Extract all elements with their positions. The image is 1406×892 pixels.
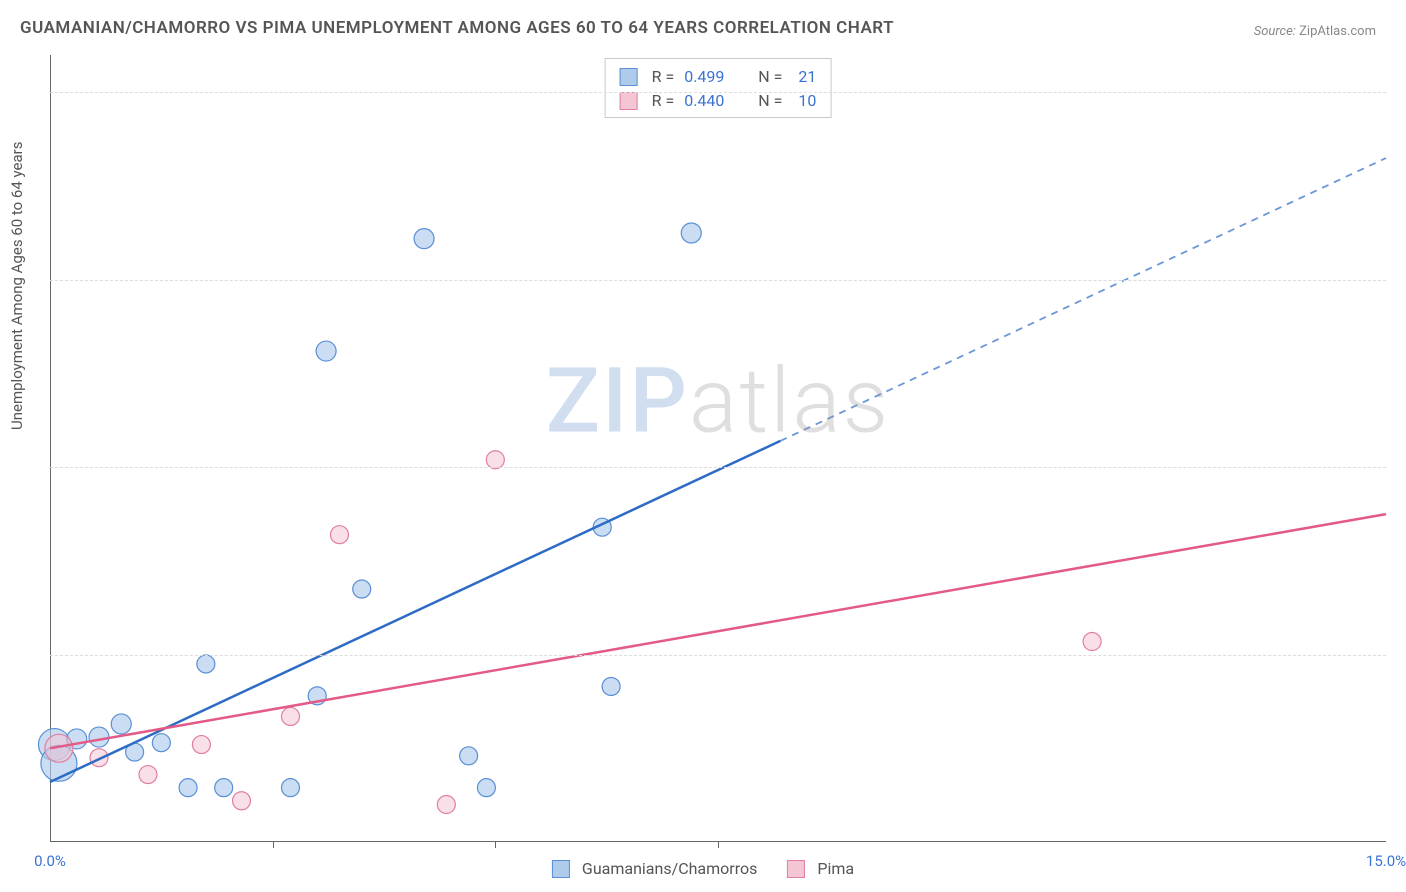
y-axis-label: Unemployment Among Ages 60 to 64 years <box>8 142 26 430</box>
x-tick-label: 0.0% <box>34 852 66 870</box>
trend-line <box>50 441 780 782</box>
data-point <box>486 451 504 469</box>
x-tick-mark <box>495 842 496 848</box>
data-point <box>477 779 495 797</box>
data-point <box>90 749 108 767</box>
legend-label: Pima <box>817 859 854 878</box>
legend-swatch <box>787 860 805 878</box>
source-attribution: Source: ZipAtlas.com <box>1254 24 1376 39</box>
data-point <box>89 727 109 747</box>
r-label: R = <box>652 65 675 89</box>
series-swatch <box>620 68 638 86</box>
series-swatch <box>620 92 638 110</box>
chart-title: GUAMANIAN/CHAMORRO VS PIMA UNEMPLOYMENT … <box>20 18 894 38</box>
n-label: N = <box>758 65 782 89</box>
source-label: Source: <box>1254 24 1296 39</box>
data-point <box>602 677 620 695</box>
chart-area: ZIPatlas R =0.499N =21R =0.440N =10 10.0… <box>50 55 1386 842</box>
trend-line <box>50 514 1386 748</box>
data-point <box>152 734 170 752</box>
legend-label: Guamanians/Chamorros <box>582 859 757 878</box>
data-point <box>111 714 131 734</box>
data-point <box>281 779 299 797</box>
x-tick-label: 15.0% <box>1366 852 1406 870</box>
legend-item: Pima <box>787 859 854 878</box>
n-value: 21 <box>792 65 816 89</box>
data-point <box>460 747 478 765</box>
plot-region: ZIPatlas R =0.499N =21R =0.440N =10 10.0… <box>50 55 1386 842</box>
source-value: ZipAtlas.com <box>1299 24 1376 39</box>
plot-svg <box>50 55 1386 842</box>
data-point <box>192 736 210 754</box>
gridline <box>50 467 1386 468</box>
trend-line-extrapolated <box>780 158 1386 441</box>
gridline <box>50 92 1386 93</box>
stats-row: R = 0.499 N = 21 <box>620 65 817 89</box>
x-tick-mark <box>718 842 719 848</box>
data-point <box>197 655 215 673</box>
data-point <box>353 580 371 598</box>
data-point <box>681 223 701 243</box>
legend-swatch <box>552 860 570 878</box>
legend-item: Guamanians/Chamorros <box>552 859 757 878</box>
correlation-stats-box: R =0.499N =21R =0.440N =10 <box>605 58 832 118</box>
r-value: 0.499 <box>684 65 736 89</box>
data-point <box>45 734 73 762</box>
data-point <box>215 779 233 797</box>
data-point <box>179 779 197 797</box>
data-point <box>139 766 157 784</box>
data-point <box>1083 633 1101 651</box>
x-tick-mark <box>273 842 274 848</box>
data-point <box>437 796 455 814</box>
data-point <box>281 707 299 725</box>
gridline <box>50 655 1386 656</box>
gridline <box>50 280 1386 281</box>
data-point <box>232 792 250 810</box>
data-point <box>316 341 336 361</box>
legend: Guamanians/Chamorros Pima <box>552 859 854 878</box>
data-point <box>414 229 434 249</box>
data-point <box>330 526 348 544</box>
